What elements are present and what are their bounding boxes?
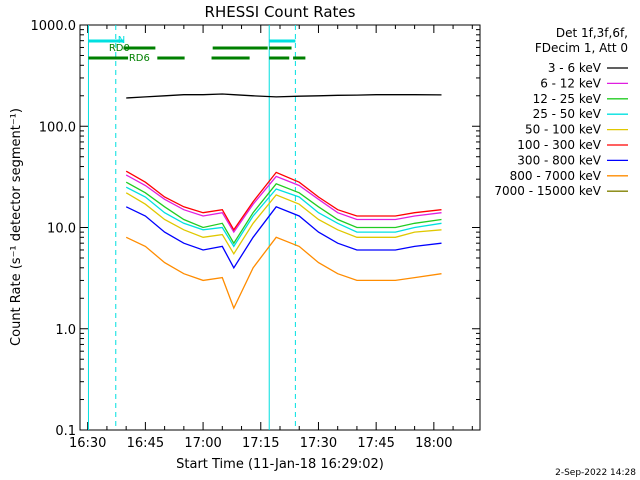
series-line: [125, 181, 442, 245]
series-line: [125, 174, 442, 234]
legend-entry-label: 100 - 300 keV: [517, 138, 601, 152]
chart-title: RHESSI Count Rates: [205, 3, 356, 21]
y-tick-label: 0.1: [55, 424, 76, 439]
y-axis: 0.1 1.0 10.0 100.0 1000.0: [31, 19, 480, 439]
x-tick-label: 18:00: [415, 436, 452, 451]
series-line: [125, 186, 442, 248]
y-axis-label: Count Rate (s⁻¹ detector segment⁻¹): [9, 108, 24, 346]
series-line: [125, 236, 442, 310]
x-axis-label: Start Time (11-Jan-18 16:29:02): [176, 457, 384, 472]
y-tick-label: 10.0: [47, 222, 76, 237]
series-line: [125, 170, 442, 232]
y-tick-label: 100.0: [39, 120, 76, 135]
y-tick-label: 1.0: [55, 323, 76, 338]
series-line: [125, 192, 442, 256]
x-axis: 16:30 16:45 17:00 17:15 17:30 17:45 18:00: [69, 25, 473, 451]
x-tick-label: 16:45: [127, 436, 164, 451]
legend-entry-label: 25 - 50 keV: [533, 107, 602, 121]
x-tick-label: 17:15: [242, 436, 279, 451]
plot-frame: [79, 24, 481, 431]
legend-entry-label: 800 - 7000 keV: [510, 169, 602, 183]
x-tick-label: 17:45: [357, 436, 394, 451]
legend-entry-label: 50 - 100 keV: [525, 123, 602, 137]
legend-entry-label: 3 - 6 keV: [548, 61, 602, 75]
rd6-label: RD6: [129, 53, 150, 64]
x-tick-label: 17:30: [300, 436, 337, 451]
vertical-markers: [87, 25, 296, 430]
legend-entry-label: 7000 - 15000 keV: [494, 184, 601, 198]
legend-header: Det 1f,3f,6f,: [556, 26, 628, 40]
legend-header: FDecim 1, Att 0: [535, 41, 628, 55]
rd0-label: RD0: [109, 43, 130, 54]
legend-entry-label: 300 - 800 keV: [517, 153, 601, 167]
legend-entry-label: 12 - 25 keV: [533, 92, 602, 106]
y-tick-label: 1000.0: [31, 19, 77, 34]
x-tick-label: 17:00: [184, 436, 221, 451]
series-line: [126, 93, 442, 99]
series-line: [125, 206, 442, 270]
legend-entry-label: 6 - 12 keV: [540, 76, 602, 90]
x-tick-label: 16:30: [69, 436, 106, 451]
series-lines: [125, 93, 442, 310]
night-label: N: [118, 35, 125, 46]
footer-timestamp: 2-Sep-2022 14:28: [555, 468, 636, 478]
